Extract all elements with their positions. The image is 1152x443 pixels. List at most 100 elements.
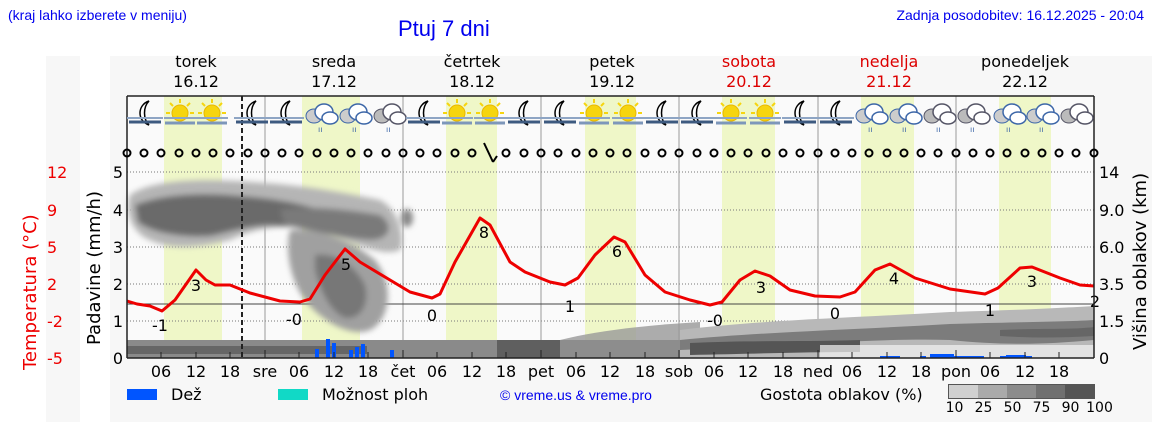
svg-text:sob: sob	[665, 362, 693, 381]
sun-icon	[474, 99, 506, 125]
cloud-rain-icon: ıı	[855, 103, 889, 134]
grid-lines	[127, 171, 1094, 322]
cloud-icon: ıı	[923, 103, 957, 134]
sun-icon	[715, 99, 747, 125]
cloud-rain-icon: ıı	[339, 103, 373, 134]
svg-text:12: 12	[324, 362, 344, 381]
day-label-2: četrtek 18.12	[443, 52, 501, 91]
copyright-link[interactable]: © vreme.us & vreme.pro	[500, 387, 652, 403]
svg-text:ıı: ıı	[352, 125, 356, 134]
day-label-6: ponedeljek 22.12	[981, 52, 1069, 91]
cloud-icon	[1060, 103, 1094, 125]
svg-text:čet: čet	[391, 362, 416, 381]
svg-text:ıı: ıı	[386, 125, 390, 134]
svg-text:12: 12	[186, 362, 206, 381]
showers-swatch	[278, 389, 308, 400]
svg-text:12: 12	[877, 362, 897, 381]
svg-text:8: 8	[479, 223, 489, 242]
svg-text:2: 2	[1090, 292, 1100, 311]
svg-text:9: 9	[47, 201, 57, 220]
svg-text:0: 0	[427, 306, 437, 325]
cloud-density-scale	[948, 384, 1095, 399]
cloud-density-upper	[128, 180, 413, 332]
cloud-rain-icon: ıı	[993, 103, 1027, 134]
svg-text:6: 6	[612, 242, 622, 261]
svg-text:ıı: ıı	[936, 125, 940, 134]
svg-text:ıı: ıı	[970, 125, 974, 134]
cloud-density-legend-title: Gostota oblakov (%)	[760, 385, 923, 404]
cloud-rain-icon: ıı	[373, 103, 407, 134]
svg-text:4: 4	[889, 269, 899, 288]
x-tick-labels: 06 12 18 sre 06 12 18 čet 06 12 18 pet 0…	[151, 362, 1069, 381]
moon-icon	[679, 100, 715, 126]
sun-icon	[749, 99, 781, 125]
sun-icon	[196, 99, 228, 125]
weather-icons: ıı ıı ıı ıı ıı ıı ıı ıı ıı	[127, 99, 1094, 134]
svg-text:18: 18	[773, 362, 793, 381]
svg-text:ıı: ıı	[318, 125, 322, 134]
svg-text:0: 0	[113, 349, 123, 368]
svg-text:18: 18	[220, 362, 240, 381]
svg-text:2: 2	[47, 275, 57, 294]
svg-text:12: 12	[600, 362, 620, 381]
moon-icon	[644, 100, 680, 126]
sun-icon	[441, 99, 473, 125]
moon-icon	[542, 100, 578, 126]
temperature-line	[126, 216, 1095, 313]
legend-showers: Možnost ploh	[278, 385, 428, 404]
moon-icon	[127, 100, 163, 126]
svg-text:5: 5	[47, 238, 57, 257]
svg-text:06: 06	[980, 362, 1000, 381]
cloud-height-ticks: 14 9.0 6.0 3.5 1.5 0	[1099, 163, 1124, 368]
temp-annotations: -1 3 -0 5 0 8 1 6 -0 3 0 4 1 3 2	[152, 223, 1100, 335]
day-label-1: sreda 17.12	[311, 52, 357, 91]
svg-text:18: 18	[358, 362, 378, 381]
svg-text:sre: sre	[253, 362, 277, 381]
day-label-4: sobota 20.12	[721, 52, 777, 91]
svg-text:3: 3	[113, 238, 123, 257]
svg-text:9.0: 9.0	[1099, 201, 1124, 220]
temperature-ticks: 12 9 5 2 -2 -5	[47, 163, 67, 368]
right-axis-panel	[1094, 56, 1152, 422]
svg-text:-1: -1	[152, 316, 168, 335]
svg-text:6.0: 6.0	[1099, 238, 1124, 257]
svg-text:1: 1	[985, 301, 995, 320]
wind-indicators	[122, 142, 1099, 163]
moon-icon	[782, 100, 818, 126]
svg-text:14: 14	[1099, 163, 1119, 182]
svg-text:pet: pet	[528, 362, 554, 381]
svg-text:ıı: ıı	[868, 125, 872, 134]
temp-axis-panel	[46, 56, 80, 422]
moon-icon	[818, 100, 854, 126]
svg-text:1.5: 1.5	[1099, 312, 1124, 331]
svg-text:2: 2	[113, 275, 123, 294]
svg-text:0: 0	[1099, 349, 1109, 368]
svg-text:-2: -2	[47, 312, 63, 331]
location-hint: (kraj lahko izberete v meniju)	[8, 7, 187, 23]
svg-text:06: 06	[704, 362, 724, 381]
moon-icon	[406, 100, 442, 126]
svg-text:06: 06	[427, 362, 447, 381]
svg-text:12: 12	[47, 163, 67, 182]
svg-text:4: 4	[113, 201, 123, 220]
precip-ticks: 5 4 3 2 1 0	[113, 163, 123, 368]
svg-text:0: 0	[830, 304, 840, 323]
page-title: Ptuj 7 dni	[398, 16, 490, 41]
day-label-3: petek 19.12	[589, 52, 635, 91]
svg-text:ıı: ıı	[902, 125, 906, 134]
cloud-icon: ıı	[957, 103, 991, 134]
svg-text:06: 06	[289, 362, 309, 381]
svg-text:12: 12	[738, 362, 758, 381]
svg-text:3: 3	[756, 278, 766, 297]
svg-text:12: 12	[462, 362, 482, 381]
svg-text:-5: -5	[47, 349, 63, 368]
svg-text:18: 18	[1049, 362, 1069, 381]
svg-text:3: 3	[1027, 272, 1037, 291]
moon-icon	[506, 100, 542, 126]
svg-text:18: 18	[496, 362, 516, 381]
svg-text:5: 5	[341, 255, 351, 274]
svg-text:18: 18	[911, 362, 931, 381]
cloud-rain-icon: ıı	[1026, 103, 1060, 134]
moon-icon	[234, 100, 270, 126]
